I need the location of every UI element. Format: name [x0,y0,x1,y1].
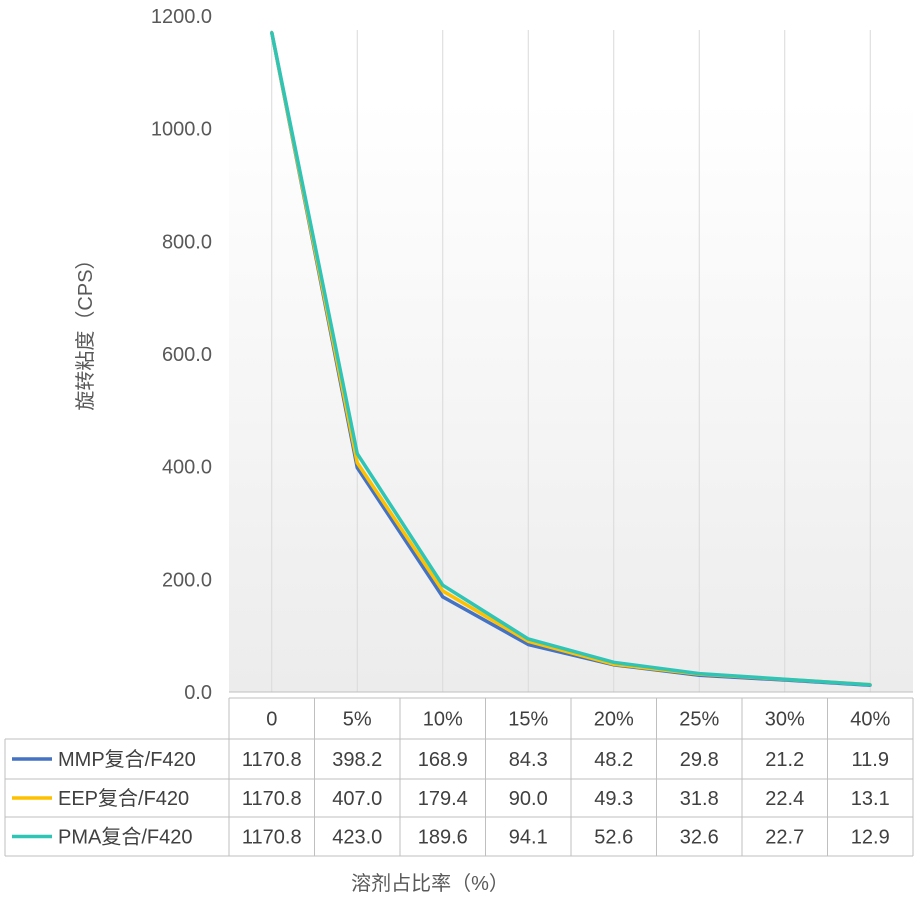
data-label: 29.8 [680,749,719,771]
y-tick-label: 400.0 [162,457,212,479]
data-point [783,677,787,681]
x-tick-label: 25% [679,709,719,731]
data-label: 94.1 [509,827,548,849]
data-point [526,637,530,641]
data-label: 13.1 [851,788,890,810]
x-tick-label: 10% [423,709,463,731]
y-tick-label: 1000.0 [151,119,212,141]
y-tick-label: 1200.0 [151,6,212,28]
x-tick-label: 15% [508,709,548,731]
data-label: 407.0 [332,788,382,810]
data-point [441,589,445,593]
data-label: 31.8 [680,788,719,810]
data-point [868,683,872,687]
data-point [697,672,701,676]
data-label: 48.2 [594,749,633,771]
series-line-PMA复合/F420 [270,32,871,687]
data-point [612,660,616,664]
data-label: 22.7 [765,827,804,849]
data-label: 32.6 [680,827,719,849]
data-label: 52.6 [594,827,633,849]
data-label: 1170.8 [242,749,302,771]
legend-label: MMP复合/F420 [58,748,196,771]
legend-label: EEP复合/F420 [58,787,189,810]
data-label: 423.0 [332,827,382,849]
data-label: 398.2 [332,749,382,771]
data-label: 12.9 [851,827,890,849]
x-tick-label: 5% [343,709,372,731]
data-label: 84.3 [509,749,548,771]
y-tick-label: 800.0 [162,231,212,253]
data-label: 1170.8 [242,827,302,849]
data-point [526,643,530,647]
data-label: 49.3 [594,788,633,810]
y-tick-label: 0.0 [184,682,212,704]
x-tick-label: 20% [594,709,634,731]
x-tick-label: 0 [266,709,277,731]
legend-label: PMA复合/F420 [58,826,192,849]
x-tick-label: 40% [850,709,890,731]
data-label: 90.0 [509,788,548,810]
x-tick-label: 30% [765,709,805,731]
y-tick-label: 600.0 [162,344,212,366]
x-axis-label: 溶剂占比率（%） [351,872,509,895]
data-label: 168.9 [418,749,468,771]
data-label: 179.4 [418,788,468,810]
data-point [355,461,359,465]
data-label: 189.6 [418,827,468,849]
plot-area-background [229,100,913,692]
data-label: 22.4 [765,788,804,810]
data-point [355,452,359,456]
data-label: 11.9 [852,749,889,771]
y-tick-label: 200.0 [162,569,212,591]
y-axis-label: 旋转粘度（CPS） [74,249,97,410]
data-point [441,595,445,599]
data-label: 21.2 [765,749,804,771]
data-point [270,30,274,34]
data-label: 1170.8 [242,788,302,810]
data-point [441,583,445,587]
